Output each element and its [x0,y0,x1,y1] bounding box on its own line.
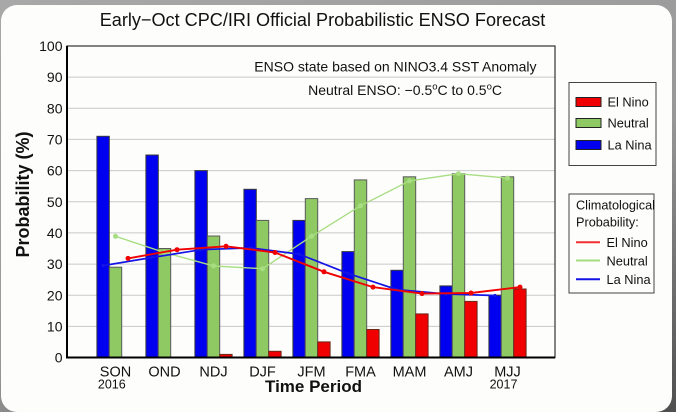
svg-text:30: 30 [47,256,63,272]
svg-text:La Nina: La Nina [608,138,653,153]
svg-text:2017: 2017 [490,378,518,392]
svg-text:40: 40 [47,225,63,241]
svg-text:JFM: JFM [297,364,325,380]
svg-text:Early−Oct CPC/IRI Official Pro: Early−Oct CPC/IRI Official Probabilistic… [100,10,546,30]
svg-text:90: 90 [47,69,63,85]
svg-text:DJF: DJF [249,364,276,380]
svg-text:Climatological: Climatological [576,199,655,213]
svg-text:SON: SON [100,364,131,380]
svg-text:Time Period: Time Period [265,377,362,396]
svg-text:MJJ: MJJ [494,364,521,380]
svg-text:Neutral: Neutral [608,116,649,131]
svg-text:Neutral ENSO: −0.5oC to 0.5oC: Neutral ENSO: −0.5oC to 0.5oC [308,82,502,98]
svg-text:Neutral: Neutral [607,254,648,269]
svg-text:El Nino: El Nino [608,95,649,110]
svg-text:AMJ: AMJ [444,364,473,380]
svg-text:Probability (%): Probability (%) [13,131,33,257]
svg-text:70: 70 [47,132,63,148]
svg-text:La Nina: La Nina [607,272,652,287]
svg-text:MAM: MAM [393,364,427,380]
svg-text:100: 100 [39,38,63,54]
svg-text:50: 50 [47,194,63,210]
svg-text:60: 60 [47,163,63,179]
svg-text:El Nino: El Nino [607,235,648,250]
svg-text:2016: 2016 [98,378,126,392]
svg-text:20: 20 [47,287,63,303]
svg-text:NDJ: NDJ [199,364,227,380]
svg-text:FMA: FMA [345,364,376,380]
svg-text:Probability:: Probability: [576,216,639,230]
svg-text:10: 10 [47,319,63,335]
svg-text:80: 80 [47,100,63,116]
svg-text:OND: OND [148,364,180,380]
svg-text:0: 0 [55,350,63,366]
svg-text:ENSO state based on NINO3.4 SS: ENSO state based on NINO3.4 SST Anomaly [254,59,536,75]
